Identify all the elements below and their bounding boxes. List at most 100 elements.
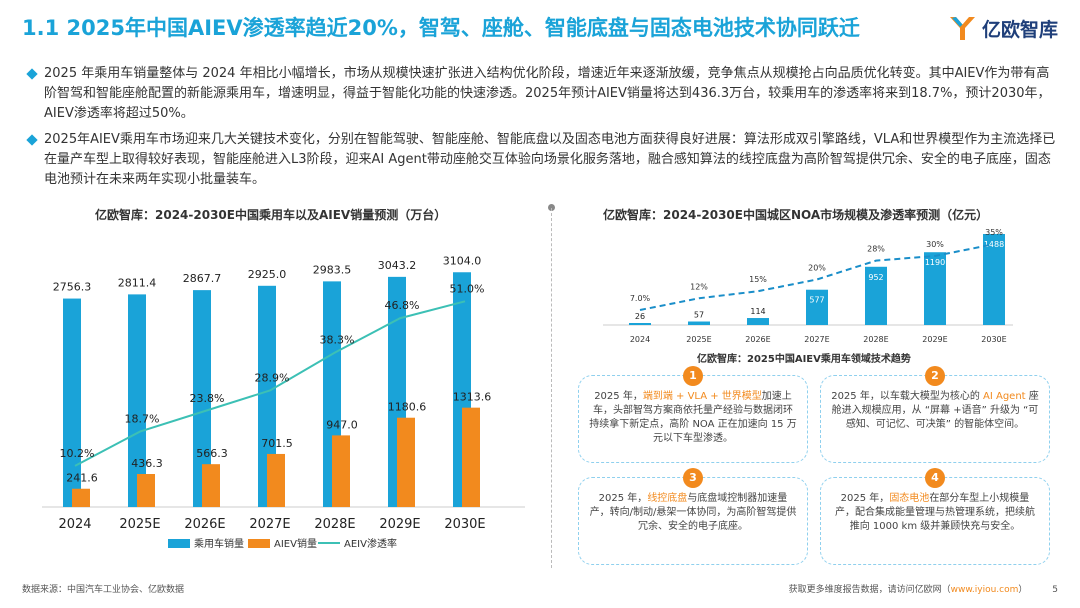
legend-label: 乘用车销量 [194,537,244,550]
legend-swatch [248,539,270,548]
trend-highlight: 线控底盘 [647,493,688,504]
bar-label: 57 [694,311,704,320]
right-chart-title: 亿欧智库：2024-2030E中国城区NOA市场规模及渗透率预测（亿元） [603,208,989,222]
legend-label: AIEV销量 [274,537,317,550]
bullet-item: 2025 年乘用车销量整体与 2024 年相比小幅增长，市场从规模快速扩张进入结… [26,64,1058,124]
trend-highlight: AI Agent [983,391,1026,402]
logo-icon [949,17,975,40]
bullet-text: 2025年AIEV乘用车市场迎来几大关键技术变化，分别在智能驾驶、智能座舱、智能… [44,132,1056,187]
footer-text: 获取更多维度报告数据，请访问亿欧网（ [788,585,951,595]
bar-noa-market [983,234,1005,325]
bar-label: 2756.3 [53,281,92,294]
page-number: 5 [1052,585,1058,595]
x-tick-label: 2025E [119,517,160,532]
footer-text: ） [1018,585,1028,595]
bullet-list: 2025 年乘用车销量整体与 2024 年相比小幅增长，市场从规模快速扩张进入结… [26,64,1058,196]
trend-text: 在部分车型上小规模量产，配合集成能量管理与热管理系统，把续航推向 1000 km… [835,493,1035,532]
trend-card-4: 4 2025 年，固态电池在部分车型上小规模量产，配合集成能量管理与热管理系统，… [820,468,1050,565]
bar-label: 3104.0 [443,254,482,267]
x-tick-label: 2027E [249,517,290,532]
page-title: 1.1 2025年中国AIEV渗透率趋近20%，智驾、座舱、智能底盘与固态电池技… [22,16,860,40]
bar-label: 3043.2 [378,259,417,272]
bar-noa-market [924,252,946,325]
bar-noa-market [806,289,828,325]
footer-info: 获取更多维度报告数据，请访问亿欧网（www.iyiou.com） 5 [789,582,1058,595]
left-chart-title: 亿欧智库：2024-2030E中国乘用车以及AIEV销量预测（万台） [95,208,447,222]
bar-passenger-car [63,298,81,507]
logo: 亿欧智库 [948,14,1058,42]
line-label: 30% [926,240,944,249]
bar-label: 26 [635,312,645,321]
trend-text: 2025 年， [594,391,643,402]
trend-card-2: 2 2025 年，以车载大模型为核心的 AI Agent 座舱进入规模应用，从 … [820,366,1050,463]
line-label: 35% [985,228,1003,237]
data-source: 数据来源：中国汽车工业协会、亿欧数据 [22,585,185,595]
diamond-icon [26,134,38,146]
x-tick-label: 2026E [184,517,225,532]
divider [551,208,552,568]
bar-label: 2867.7 [183,272,222,285]
bar-label: 241.6 [66,472,98,485]
trend-number: 1 [683,366,703,386]
trend-highlight: 端到端 + VLA + 世界模型 [642,391,762,402]
trend-highlight: 固态电池 [889,493,930,504]
bar-label: 1190 [925,258,945,267]
trend-text: 加速上车，头部智驾方案商依托量产经验与数据闭环持续拿下新定点，高阶 NOA 正在… [589,391,797,444]
bar-passenger-car [128,294,146,507]
bar-label: 701.5 [261,437,293,450]
line-penetration-rate [639,243,995,311]
bar-aiev [397,417,415,507]
x-tick-label: 2028E [314,517,355,532]
bullet-text: 2025 年乘用车销量整体与 2024 年相比小幅增长，市场从规模快速扩张进入结… [44,66,1051,121]
bar-label: 947.0 [326,418,358,431]
line-label: 46.8% [385,299,420,312]
bar-label: 436.3 [131,457,163,470]
trend-text: 座舱进入规模应用，从 “屏幕 +语音” 升级为 “可感知、可记忆、可决策” 的智… [831,391,1039,430]
line-label: 51.0% [450,282,485,295]
x-tick-label: 2026E [745,335,770,344]
bar-aiev [202,464,220,507]
right-chart: 26 2024 57 2025E 114 2026E 577 2027E 952 2028E 119… [603,228,1013,344]
line-penetration-rate [74,300,466,467]
line-label: 10.2% [60,447,95,460]
bar-label: 2925.0 [248,268,287,281]
logo-text: 亿欧智库 [981,18,1058,41]
divider-dot [548,204,555,211]
left-chart: 2756.3 241.6 2024 2811.4 436.3 2025E 2867.7 566… [42,254,525,550]
bar-label: 1180.6 [388,401,427,414]
x-tick-label: 2029E [922,335,947,344]
trend-text: 2025 年，以车载大模型为核心的 [831,391,984,402]
legend-label: AEIV渗透率 [344,537,397,550]
x-tick-label: 2024 [58,517,91,532]
line-label: 12% [690,282,708,291]
bar-noa-market [865,266,887,325]
line-label: 28% [867,245,885,254]
line-label: 7.0% [630,294,651,303]
trend-card-1: 1 2025 年，端到端 + VLA + 世界模型加速上车，头部智驾方案商依托量… [578,366,808,463]
bar-noa-market [747,318,769,325]
bar-label: 566.3 [196,447,228,460]
bar-aiev [332,435,350,507]
bar-label: 577 [809,296,824,305]
website-link[interactable]: www.iyiou.com [950,585,1019,595]
bar-label: 114 [750,307,765,316]
x-tick-label: 2030E [981,335,1006,344]
x-tick-label: 2027E [804,335,829,344]
bar-label: 952 [868,273,883,282]
line-label: 23.8% [190,392,225,405]
x-tick-label: 2025E [686,335,711,344]
trend-number: 3 [683,468,703,488]
line-label: 15% [749,275,767,284]
bar-noa-market [688,321,710,325]
trend-text: 2025 年， [840,493,890,504]
bar-passenger-car [258,285,276,507]
bar-passenger-car [193,290,211,507]
bar-aiev [462,407,480,507]
bullet-item: 2025年AIEV乘用车市场迎来几大关键技术变化，分别在智能驾驶、智能座舱、智能… [26,130,1058,190]
x-tick-label: 2028E [863,335,888,344]
bar-aiev [72,488,90,507]
bar-label: 1313.6 [453,391,492,404]
diamond-icon [26,68,38,80]
x-tick-label: 2030E [444,517,485,532]
trend-text: 与底盘域控制器加速量产，转向/制动/悬架一体协同，为高阶智驾提供冗余、安全的电子… [589,493,797,532]
